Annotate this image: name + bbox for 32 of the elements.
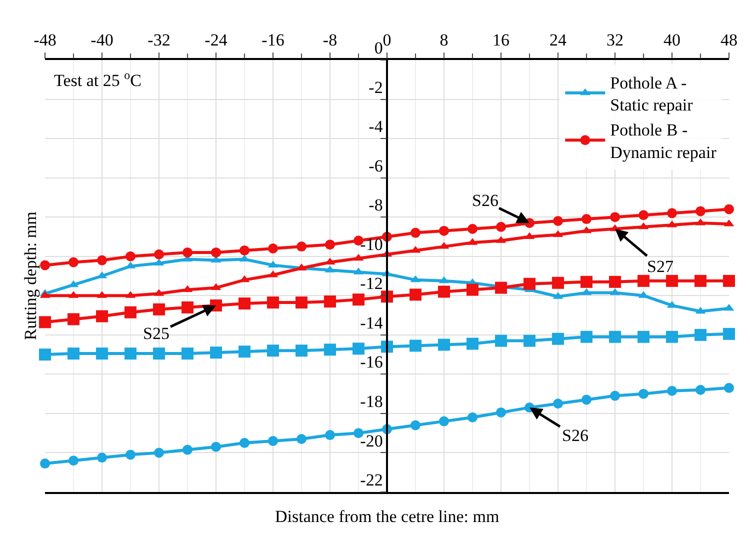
y-tick-label: -20 bbox=[360, 431, 383, 450]
x-tick-label: 24 bbox=[550, 30, 567, 50]
y-tick-label: -16 bbox=[360, 352, 383, 372]
annotation: S27 bbox=[647, 257, 674, 276]
legend-label: Pothole A - Static repair bbox=[610, 74, 694, 115]
x-tick-label: 48 bbox=[720, 30, 738, 50]
y-tick-label: -8 bbox=[368, 196, 383, 215]
x-tick-label: -40 bbox=[90, 30, 114, 50]
y-tick-label: -18 bbox=[360, 392, 383, 411]
x-tick-label: -16 bbox=[262, 30, 284, 50]
x-tick-label: -24 bbox=[204, 30, 228, 50]
x-tick-label: 32 bbox=[606, 30, 624, 50]
y-tick-label: -22 bbox=[360, 470, 383, 490]
legend-label: Pothole B - Dynamic repair bbox=[610, 120, 717, 162]
y-axis-title: Rutting depth: mm bbox=[21, 212, 40, 340]
y-tick-label: -10 bbox=[360, 234, 383, 254]
x-tick-label: -32 bbox=[148, 30, 170, 50]
annotation: S26 bbox=[472, 191, 498, 210]
y-tick-label: -14 bbox=[360, 313, 384, 332]
y-tick-label: -6 bbox=[368, 156, 383, 176]
x-tick-label: 40 bbox=[664, 30, 680, 50]
y-tick-label: -2 bbox=[368, 78, 383, 97]
y-tick-label: -12 bbox=[360, 274, 383, 294]
y-tick-label: -4 bbox=[368, 117, 384, 136]
x-axis-title: Distance from the cetre line: mm bbox=[275, 507, 500, 526]
x-tick-label: 16 bbox=[492, 30, 510, 50]
x-tick-label: -8 bbox=[322, 30, 338, 50]
x-tick-label: 8 bbox=[440, 30, 448, 50]
annotation: Test at 25 $^{o}$C bbox=[54, 68, 142, 90]
annotation: S26 bbox=[562, 426, 588, 445]
x-tick-label: -48 bbox=[34, 30, 56, 50]
annotation: S25 bbox=[143, 324, 170, 343]
